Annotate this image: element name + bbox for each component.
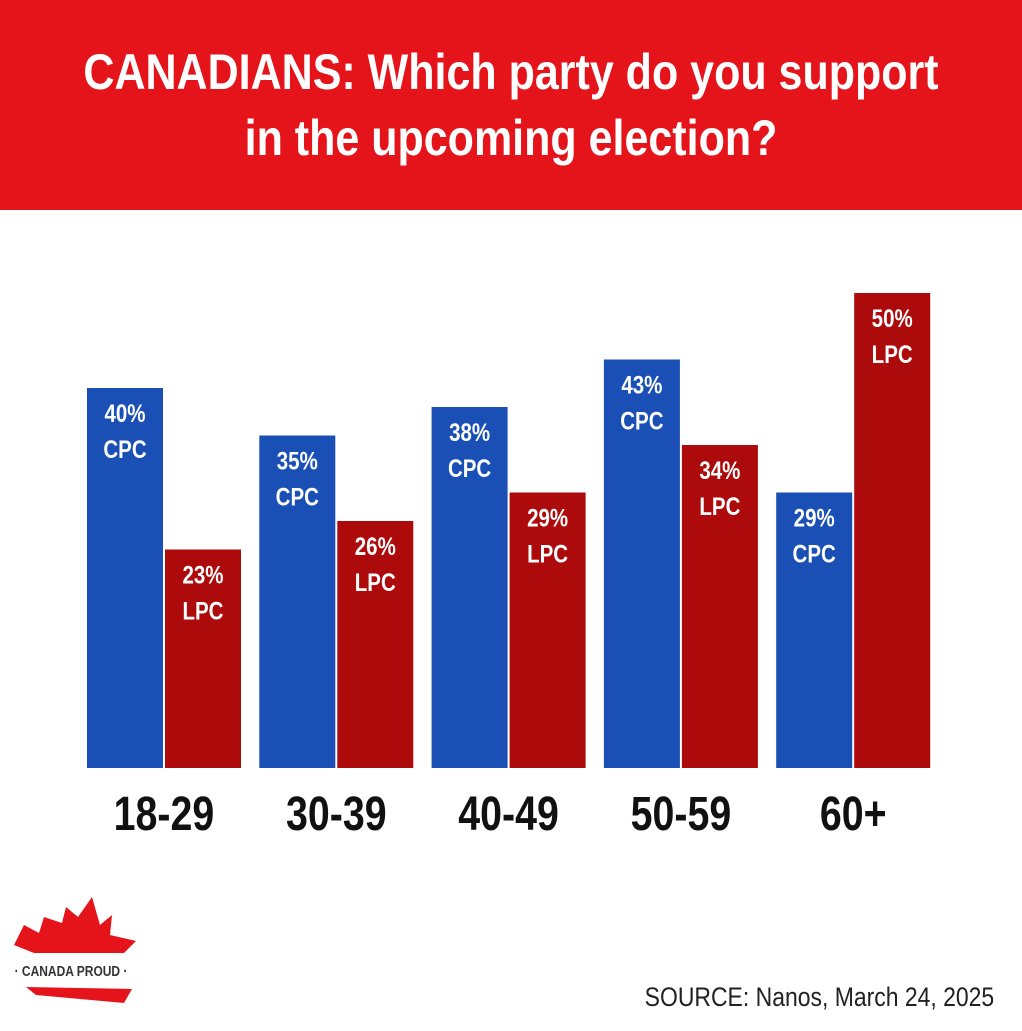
bar-cpc-18-29 (87, 388, 163, 768)
bar-lpc-60+ (854, 293, 931, 768)
data-label-party: CPC (276, 483, 319, 511)
x-tick-label: 60+ (820, 787, 887, 841)
canada-proud-logo: · CANADA PROUD · (10, 897, 136, 1003)
data-label-party: CPC (103, 435, 146, 463)
x-tick-label: 50-59 (631, 787, 732, 841)
chart-title: CANADIANS: Which party do you support in… (83, 44, 939, 166)
data-label-value: 23% (182, 561, 223, 589)
data-label-value: 29% (794, 504, 835, 532)
data-label-party: LPC (699, 492, 740, 520)
bar-cpc-40-49 (431, 407, 508, 768)
source-note: SOURCE: Nanos, March 24, 2025 (644, 982, 994, 1012)
x-tick-label: 40-49 (458, 787, 559, 841)
bar-lpc-18-29 (165, 549, 241, 768)
data-label-value: 29% (527, 504, 568, 532)
data-label-value: 50% (872, 304, 913, 332)
data-label-party: LPC (527, 540, 568, 568)
data-label-value: 26% (355, 532, 396, 560)
data-label-party: LPC (355, 568, 396, 596)
data-label-party: CPC (620, 407, 663, 435)
data-label-party: CPC (448, 454, 491, 482)
bar-lpc-40-49 (509, 492, 586, 768)
data-label-party: CPC (793, 540, 836, 568)
bar-cpc-50-59 (603, 359, 680, 768)
data-label-party: LPC (182, 597, 223, 625)
x-tick-label: 30-39 (286, 787, 387, 841)
bar-cpc-30-39 (259, 435, 336, 768)
data-label-party: LPC (872, 340, 913, 368)
svg-text:· CANADA PROUD ·: · CANADA PROUD · (15, 963, 128, 980)
bar-lpc-50-59 (681, 445, 758, 768)
data-label-value: 40% (104, 399, 145, 427)
data-label-value: 35% (277, 447, 318, 475)
x-tick-label: 18-29 (114, 787, 215, 841)
title-banner: CANADIANS: Which party do you support in… (0, 0, 1022, 210)
data-label-value: 34% (699, 456, 740, 484)
data-label-value: 38% (449, 418, 490, 446)
data-label-value: 43% (621, 371, 662, 399)
bar-lpc-30-39 (337, 521, 414, 768)
bar-cpc-60+ (776, 492, 853, 768)
